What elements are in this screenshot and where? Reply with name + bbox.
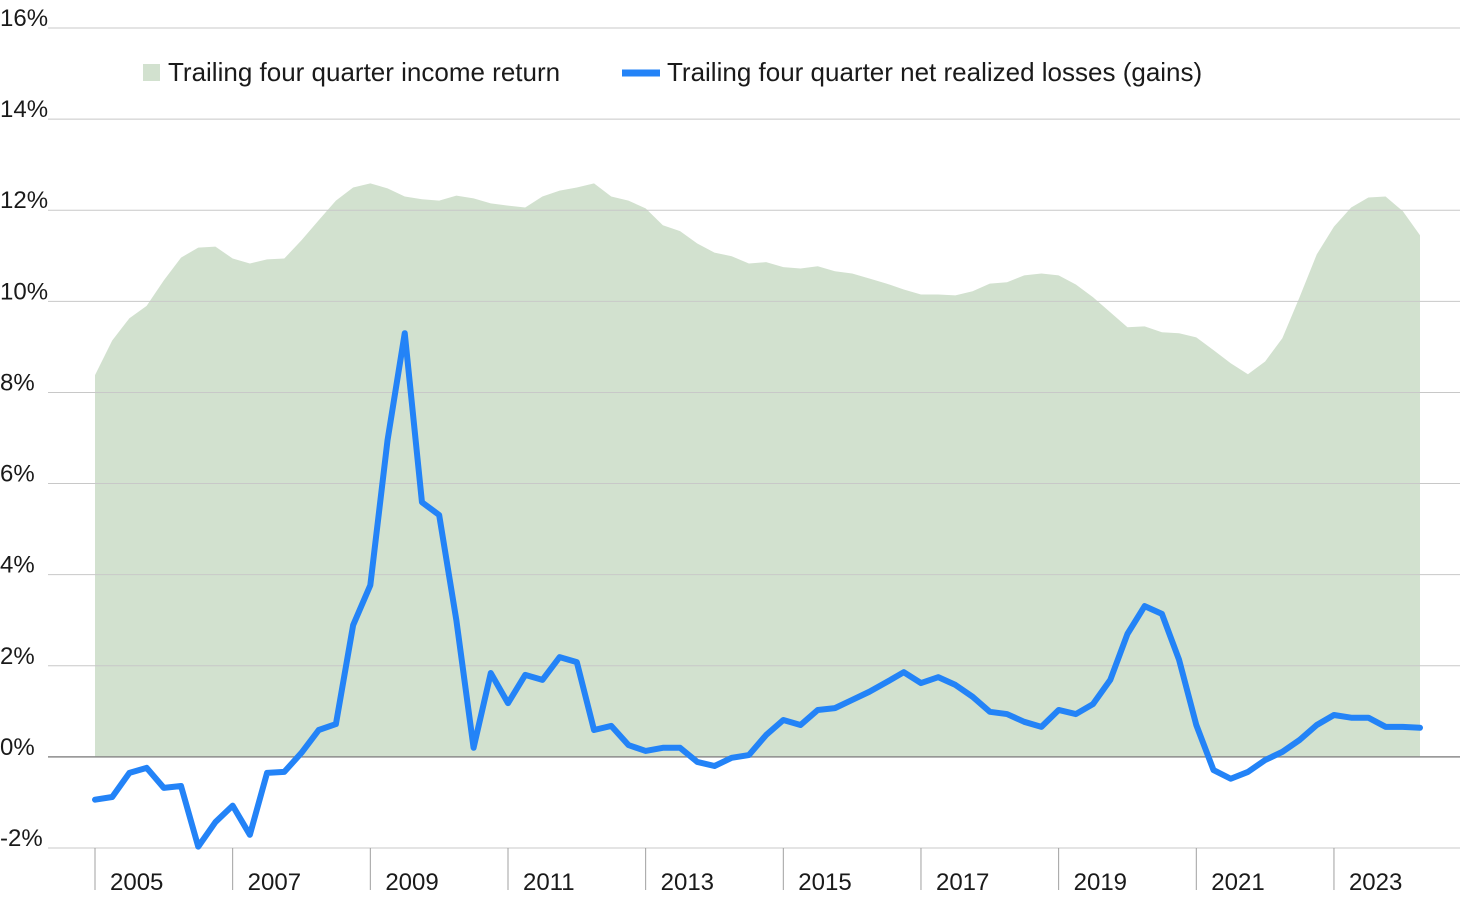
y-tick-label: 10%	[0, 278, 48, 305]
y-tick-label: 0%	[0, 734, 35, 761]
x-tick-label: 2013	[661, 869, 714, 896]
y-tick-label: 16%	[0, 5, 48, 32]
x-tick-label: 2011	[523, 869, 575, 896]
legend-label: Trailing four quarter net realized losse…	[667, 57, 1202, 87]
y-tick-label: 6%	[0, 461, 35, 488]
x-tick-label: 2021	[1211, 869, 1264, 896]
x-tick-label: 2017	[936, 869, 989, 896]
legend-label: Trailing four quarter income return	[168, 57, 560, 87]
line	[92, 330, 1423, 850]
x-tick-label: 2009	[385, 869, 438, 896]
y-tick-label: 2%	[0, 643, 35, 670]
x-tick-label: 2019	[1074, 869, 1127, 896]
y-tick-label: 12%	[0, 187, 48, 214]
x-tick-label: 2007	[248, 869, 301, 896]
x-tick-label: 2015	[798, 869, 851, 896]
area	[95, 183, 1420, 757]
y-tick-label: -2%	[0, 825, 43, 852]
x-tick-label: 2005	[110, 869, 163, 896]
y-tick-label: 4%	[0, 552, 35, 579]
legend: Trailing four quarter income return Trai…	[143, 57, 1202, 87]
legend-swatch	[143, 64, 160, 81]
y-tick-label: 8%	[0, 369, 35, 396]
x-tick-label: 2023	[1349, 869, 1402, 896]
y-tick-label: 14%	[0, 96, 48, 123]
